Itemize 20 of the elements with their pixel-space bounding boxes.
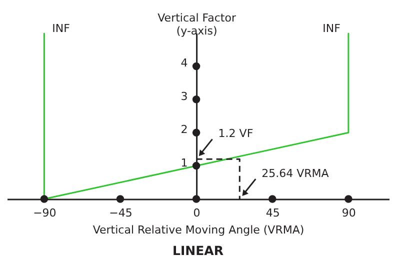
y-tick-label: 4 — [180, 56, 188, 70]
x-tick-label: 45 — [266, 206, 280, 220]
annotation: INF — [52, 22, 70, 35]
x-tick-label: 0 — [193, 206, 200, 220]
point — [116, 195, 124, 203]
y-axis-title: Vertical Factor (y-axis) — [158, 12, 236, 38]
annotation: 1.2 VF — [218, 127, 254, 140]
point — [344, 195, 352, 203]
y-tick-label: 1 — [180, 156, 188, 170]
x-tick-label: −45 — [109, 206, 132, 220]
x-tick-label: −90 — [33, 206, 56, 220]
point — [268, 195, 276, 203]
x-tick-label: 90 — [342, 206, 356, 220]
y-tick-label: 2 — [180, 123, 188, 136]
y-tick-label: 3 — [180, 90, 188, 103]
x-axis-title: Vertical Relative Moving Angle (VRMA) — [92, 224, 304, 236]
point — [40, 195, 48, 203]
annotation: INF — [322, 22, 340, 35]
annotation: 25.64 VRMA — [262, 167, 330, 180]
text: LINEAR — [172, 243, 224, 258]
